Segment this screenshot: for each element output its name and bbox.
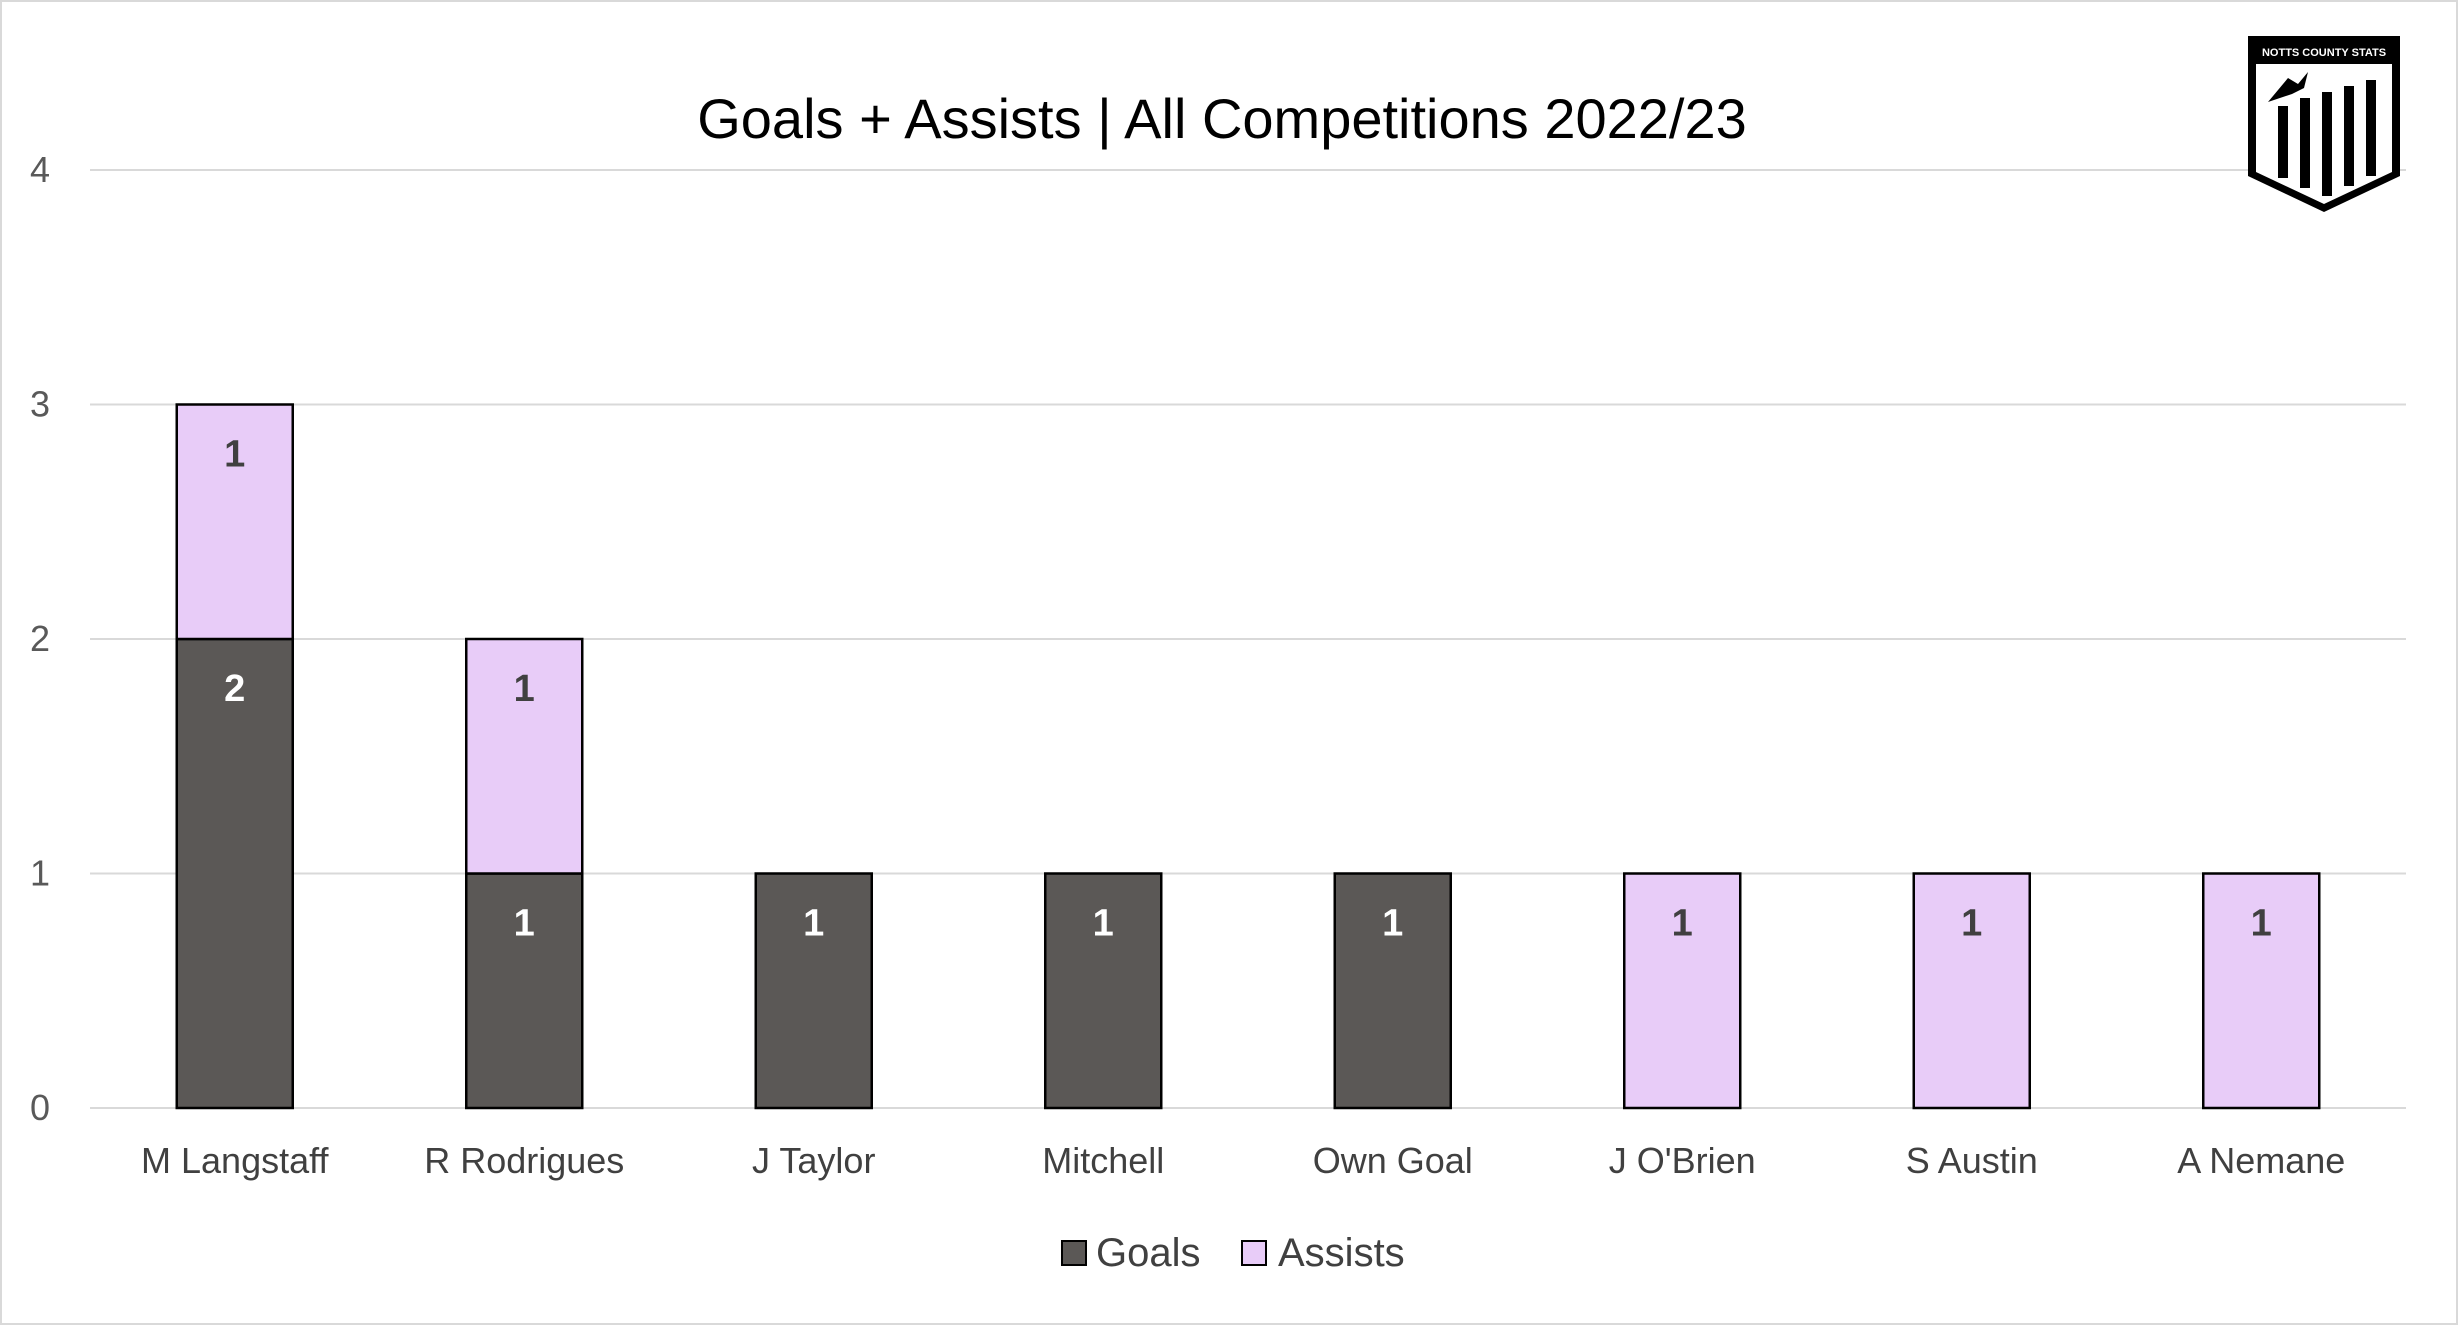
x-category-label: J O'Brien [1609,1140,1756,1181]
y-tick-label: 2 [30,618,50,659]
data-label: 1 [803,903,824,945]
x-category-label: R Rodrigues [424,1140,624,1181]
bar-assists-r-rodrigues [465,637,584,875]
x-category-label: A Nemane [2177,1140,2345,1181]
notts-county-stats-logo: NOTTS COUNTY STATS [2248,36,2400,212]
y-axis-ticks: 0 1 2 3 4 [30,149,50,1128]
bar-goals-own-goal [1333,872,1452,1110]
bar-goals-m-langstaff [175,637,294,1110]
data-label: 1 [1961,903,1982,945]
legend-label-goals: Goals [1096,1231,1201,1275]
bar-assists-m-langstaff [175,403,294,641]
magpie-icon [2268,72,2308,102]
data-labels: 2 1 1 1 1 1 1 1 1 1 [224,434,2272,945]
y-tick-label: 3 [30,384,50,425]
y-tick-label: 4 [30,149,50,190]
bar-assists-j-o-brien [1623,872,1742,1110]
data-label: 2 [224,668,245,710]
legend-swatch-assists [1241,1240,1267,1266]
chart-title: Goals + Assists | All Competitions 2022/… [697,87,1747,150]
y-tick-label: 0 [30,1087,50,1128]
data-label: 1 [514,903,535,945]
data-label: 1 [1672,903,1693,945]
bar-goals-j-taylor [754,872,873,1110]
y-tick-label: 1 [30,853,50,894]
data-label: 1 [1093,903,1114,945]
legend: Goals Assists [1061,1231,1405,1275]
x-category-label: Mitchell [1042,1140,1164,1181]
x-axis-categories: M Langstaff R Rodrigues J Taylor Mitchell Ow… [141,1140,2345,1181]
x-category-label: M Langstaff [141,1140,329,1181]
data-label: 1 [514,668,535,710]
data-label: 1 [224,434,245,476]
data-label: 1 [1382,903,1403,945]
legend-label-assists: Assists [1278,1231,1405,1275]
x-category-label: J Taylor [752,1140,875,1181]
x-category-label: Own Goal [1313,1140,1473,1181]
x-category-label: S Austin [1906,1140,2038,1181]
bar-assists-s-austin [1912,872,2031,1110]
bar-goals-mitchell [1044,872,1163,1110]
gridlines [90,169,2406,1109]
logo-text: NOTTS COUNTY STATS [2262,47,2386,59]
bar-assists-a-nemane [2202,872,2321,1110]
bars [175,403,2321,1110]
legend-swatch-goals [1061,1240,1087,1266]
data-label: 1 [2251,903,2272,945]
